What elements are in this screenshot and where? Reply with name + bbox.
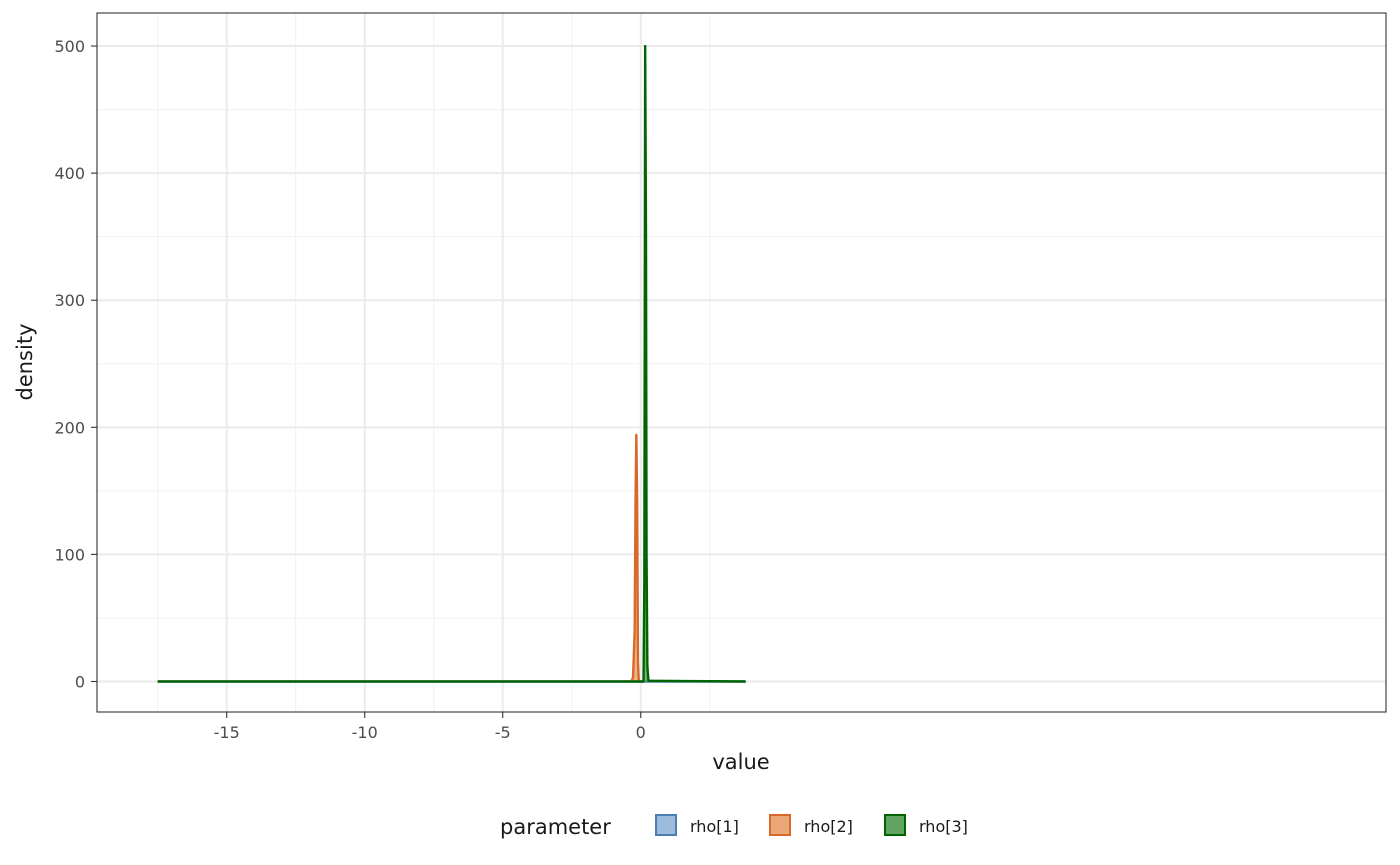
y-axis-ticks: 0 100 200 300 400 500	[54, 37, 97, 691]
x-tick-label: -5	[495, 723, 511, 742]
x-tick-label: 0	[636, 723, 646, 742]
y-tick-label: 200	[54, 418, 85, 437]
legend-title: parameter	[500, 815, 611, 839]
density-line-2	[630, 433, 641, 683]
y-tick-label: 300	[54, 291, 85, 310]
density-series	[157, 44, 746, 683]
legend-label-2: rho[2]	[804, 817, 853, 836]
density-line-3	[157, 44, 746, 683]
legend-label-1: rho[1]	[690, 817, 739, 836]
legend-key-3	[884, 814, 906, 836]
y-tick-label: 0	[75, 672, 85, 691]
x-tick-label: -10	[352, 723, 378, 742]
legend-key-1	[655, 814, 677, 836]
plot-panel-border	[96, 12, 1387, 713]
major-gridlines	[97, 13, 1386, 712]
y-tick-label: 100	[54, 545, 85, 564]
y-axis-title: density	[13, 324, 37, 401]
x-tick-label: -15	[214, 723, 240, 742]
legend-key-2	[769, 814, 791, 836]
y-tick-label: 500	[54, 37, 85, 56]
y-tick-label: 400	[54, 164, 85, 183]
x-axis-ticks: -15 -10 -5 0	[214, 712, 646, 742]
legend-label-3: rho[3]	[919, 817, 968, 836]
plot-panel-background	[97, 13, 1386, 712]
legend: parameter rho[1] rho[2] rho[3]	[500, 814, 968, 839]
minor-gridlines	[97, 13, 1386, 712]
x-axis-title: value	[712, 750, 769, 774]
